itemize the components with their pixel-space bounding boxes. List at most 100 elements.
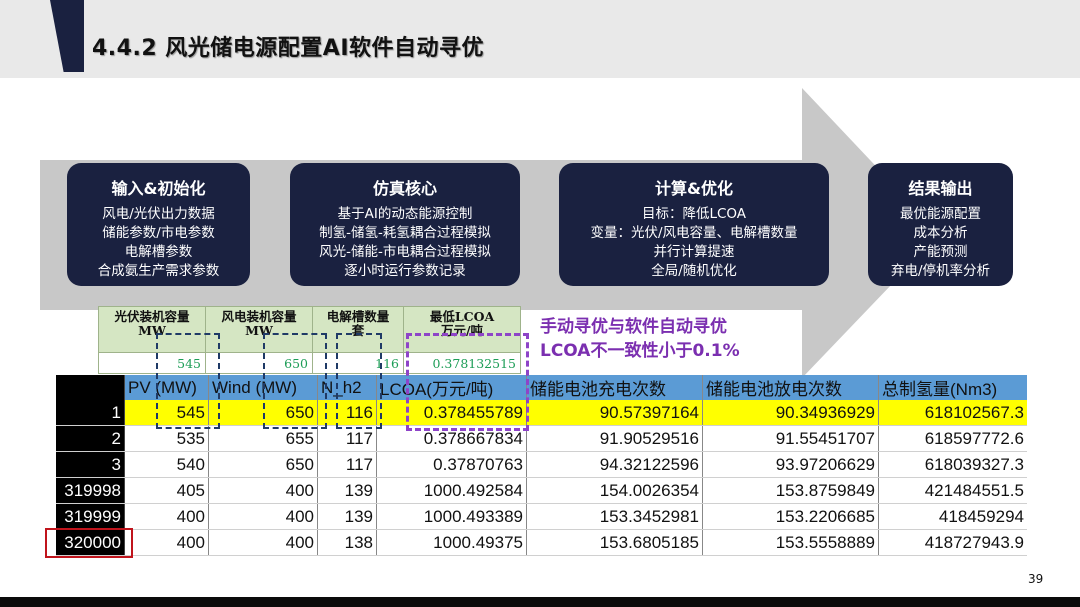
stage-line: 产能预测 <box>913 244 968 260</box>
stage-heading: 仿真核心 <box>372 179 437 198</box>
table-cell: 418459294 <box>878 503 1027 530</box>
table-cell: 400 <box>208 477 318 504</box>
table-cell: 153.3452981 <box>526 503 703 530</box>
stage-box-output: 结果输出 最优能源配置 成本分析 产能预测 弃电/停机率分析 <box>868 163 1013 286</box>
table-cell: 91.90529516 <box>526 425 703 452</box>
table-cell: 116 <box>317 400 377 426</box>
results-header-cell: N_h2 <box>317 375 377 400</box>
lcoa-highlight-dashed-box <box>406 333 529 431</box>
stage-heading: 结果输出 <box>908 179 973 198</box>
manual-value-cell: 650 <box>205 352 313 374</box>
electrolyzer-highlight-dashed-box <box>336 333 382 429</box>
manual-header-cell: 最低LCOA 万元/吨 <box>403 306 521 353</box>
stage-line: 电解槽参数 <box>124 244 193 260</box>
table-cell: 535 <box>124 425 209 452</box>
footer-bar <box>0 597 1080 607</box>
stage-line: 弃电/停机率分析 <box>890 263 991 279</box>
table-cell: 91.55451707 <box>702 425 879 452</box>
stage-line: 最优能源配置 <box>900 206 981 222</box>
stage-line: 制氢-储氢-耗氢耦合过程模拟 <box>319 225 491 241</box>
pv-highlight-dashed-box <box>156 333 220 429</box>
table-row: 319999 400 400 139 1000.493389 153.34529… <box>56 503 1027 530</box>
stage-line: 风光-储能-市电耦合过程模拟 <box>319 244 491 260</box>
table-cell: 400 <box>208 503 318 530</box>
manual-table-value-row: 545 650 116 0.378132515 <box>98 352 521 374</box>
comparison-note-line2: LCOA不一致性小于0.1% <box>540 341 740 361</box>
table-cell: 153.5558889 <box>702 529 879 556</box>
stage-line: 合成氨生产需求参数 <box>97 263 220 279</box>
comparison-note-line1: 手动寻优与软件自动寻优 <box>540 317 727 337</box>
table-cell: 153.8759849 <box>702 477 879 504</box>
stage-heading: 输入&初始化 <box>111 179 206 198</box>
table-cell: 1000.493389 <box>376 503 527 530</box>
stage-heading: 计算&优化 <box>655 179 733 198</box>
row-index: 319998 <box>56 477 125 504</box>
row-index: 3 <box>56 451 125 478</box>
results-header-cell: 储能电池充电次数 <box>526 375 703 400</box>
results-header-cell: 储能电池放电次数 <box>702 375 879 400</box>
table-cell: 400 <box>208 529 318 556</box>
table-cell: 618102567.3 <box>878 400 1027 426</box>
table-cell: 138 <box>317 529 377 556</box>
table-cell: 418727943.9 <box>878 529 1027 556</box>
table-cell: 1000.492584 <box>376 477 527 504</box>
manual-header-cell: 电解槽数量套 <box>312 306 404 353</box>
table-cell: 139 <box>317 503 377 530</box>
table-cell: 117 <box>317 425 377 452</box>
table-cell: 0.37870763 <box>376 451 527 478</box>
table-cell: 1000.49375 <box>376 529 527 556</box>
row-index: 320000 <box>56 529 125 556</box>
manual-value-cell: 0.378132515 <box>403 352 521 374</box>
table-row: 2 535 655 117 0.378667834 91.90529516 91… <box>56 425 1027 452</box>
table-cell: 93.97206629 <box>702 451 879 478</box>
manual-table-header-row: 光伏装机容量 MW 风电装机容量 MW 电解槽数量套 最低LCOA 万元/吨 <box>98 306 521 353</box>
table-cell: 421484551.5 <box>878 477 1027 504</box>
table-cell: 618039327.3 <box>878 451 1027 478</box>
table-cell: 90.57397164 <box>526 400 703 426</box>
table-cell: 545 <box>124 400 209 426</box>
table-cell: 153.6805185 <box>526 529 703 556</box>
table-cell: 90.34936929 <box>702 400 879 426</box>
table-cell: 153.2206685 <box>702 503 879 530</box>
wind-highlight-dashed-box <box>263 333 327 429</box>
stage-line: 变量：光伏/风电容量、电解槽数量 <box>590 225 798 241</box>
stage-box-simulation: 仿真核心 基于AI的动态能源控制 制氢-储氢-耗氢耦合过程模拟 风光-储能-市电… <box>290 163 520 286</box>
results-header-cell <box>56 375 125 400</box>
table-cell: 154.0026354 <box>526 477 703 504</box>
comparison-note: 手动寻优与软件自动寻优 LCOA不一致性小于0.1% <box>540 315 740 363</box>
stage-box-optimization: 计算&优化 目标：降低LCOA 变量：光伏/风电容量、电解槽数量 并行计算提速 … <box>559 163 829 286</box>
manual-value-cell: 545 <box>98 352 206 374</box>
table-cell: 540 <box>124 451 209 478</box>
stage-line: 全局/随机优化 <box>651 263 737 279</box>
table-row: 3 540 650 117 0.37870763 94.32122596 93.… <box>56 451 1027 478</box>
stage-line: 基于AI的动态能源控制 <box>337 206 473 222</box>
title-bar <box>0 0 1080 78</box>
auto-optimization-results-table: PV (MW) Wind (MW) N_h2 LCOA(万元/吨) 储能电池充电… <box>56 375 1027 556</box>
row-index: 2 <box>56 425 125 452</box>
results-header-cell: 总制氢量(Nm3) <box>878 375 1027 400</box>
table-row: 319998 405 400 139 1000.492584 154.00263… <box>56 477 1027 504</box>
stage-line: 储能参数/市电参数 <box>102 225 215 241</box>
results-header-cell: PV (MW) <box>124 375 209 400</box>
table-row: 320000 400 400 138 1000.49375 153.680518… <box>56 529 1027 556</box>
last-iteration-highlight-box <box>45 528 133 558</box>
table-cell: 400 <box>124 503 209 530</box>
stage-line: 风电/光伏出力数据 <box>102 206 215 222</box>
row-index: 319999 <box>56 503 125 530</box>
stage-line: 成本分析 <box>913 225 968 241</box>
table-cell: 405 <box>124 477 209 504</box>
stage-line: 逐小时运行参数记录 <box>344 263 466 279</box>
stage-line: 目标：降低LCOA <box>641 206 747 222</box>
table-cell: 650 <box>208 451 318 478</box>
table-cell: 400 <box>124 529 209 556</box>
page-title: 4.4.2 风光储电源配置AI软件自动寻优 <box>92 36 485 61</box>
table-cell: 139 <box>317 477 377 504</box>
stage-line: 并行计算提速 <box>653 244 735 260</box>
row-index: 1 <box>56 400 125 426</box>
table-row: 1 545 650 116 0.378455789 90.57397164 90… <box>56 400 1027 426</box>
table-cell: 618597772.6 <box>878 425 1027 452</box>
stage-box-input: 输入&初始化 风电/光伏出力数据 储能参数/市电参数 电解槽参数 合成氨生产需求… <box>67 163 250 286</box>
table-cell: 0.378455789 <box>376 400 527 426</box>
manual-optimization-table: 光伏装机容量 MW 风电装机容量 MW 电解槽数量套 最低LCOA 万元/吨 545 … <box>98 306 521 374</box>
table-cell: 117 <box>317 451 377 478</box>
